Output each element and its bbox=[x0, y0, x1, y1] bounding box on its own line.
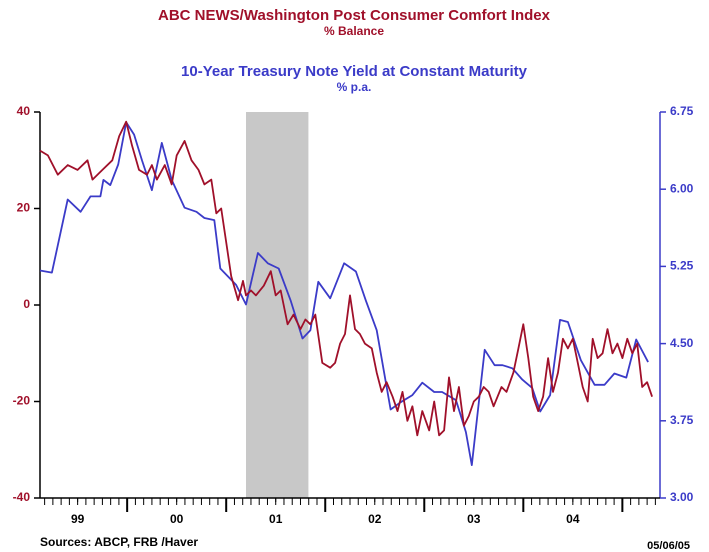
x-tick-label: 00 bbox=[170, 512, 184, 526]
y-tick-label: 0 bbox=[23, 297, 30, 311]
source-note: Sources: ABCP, FRB /Haver bbox=[40, 535, 198, 549]
recession-shade bbox=[246, 112, 309, 498]
y2-tick-label: 5.25 bbox=[670, 259, 694, 273]
x-tick-label: 01 bbox=[269, 512, 283, 526]
x-tick-label: 02 bbox=[368, 512, 382, 526]
chart-subtitle: % Balance bbox=[324, 24, 384, 38]
y2-tick-label: 6.00 bbox=[670, 181, 694, 195]
series-line bbox=[39, 120, 653, 437]
chart-title: ABC NEWS/Washington Post Consumer Comfor… bbox=[158, 7, 551, 24]
chart-subtitle-2: % p.a. bbox=[337, 80, 372, 94]
chart-title-2: 10-Year Treasury Note Yield at Constant … bbox=[181, 63, 528, 80]
y-tick-label: -40 bbox=[13, 490, 31, 504]
series-line bbox=[39, 121, 649, 466]
x-tick-label: 03 bbox=[467, 512, 481, 526]
y-tick-label: 20 bbox=[17, 201, 31, 215]
y-tick-label: -20 bbox=[13, 394, 31, 408]
y2-tick-label: 4.50 bbox=[670, 336, 694, 350]
date-note: 05/06/05 bbox=[647, 540, 690, 552]
y2-tick-label: 3.00 bbox=[670, 490, 694, 504]
y2-tick-label: 6.75 bbox=[670, 104, 694, 118]
y-tick-label: 40 bbox=[17, 104, 31, 118]
y2-tick-label: 3.75 bbox=[670, 413, 694, 427]
x-tick-label: 04 bbox=[566, 512, 580, 526]
x-tick-label: 99 bbox=[71, 512, 85, 526]
